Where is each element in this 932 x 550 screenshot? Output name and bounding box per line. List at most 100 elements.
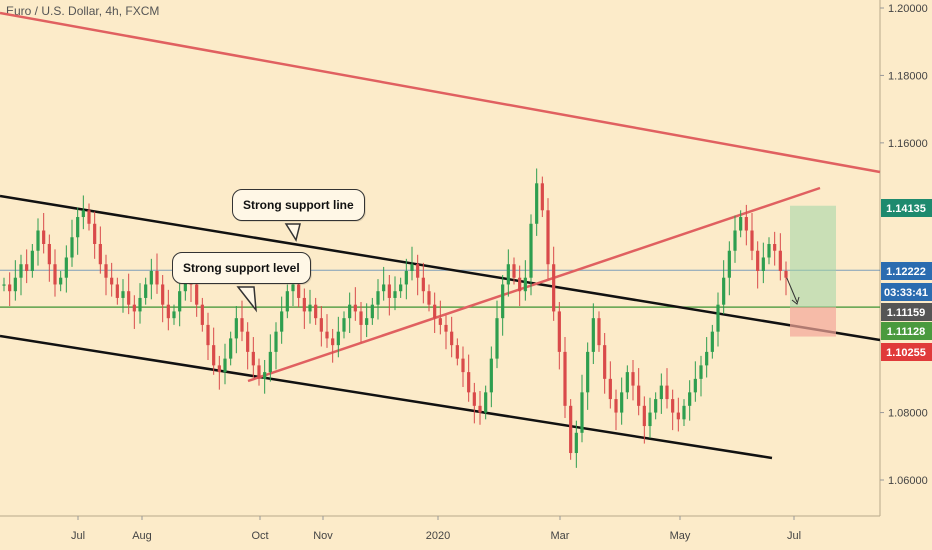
candle-body (353, 304, 357, 312)
candle-body (308, 304, 312, 312)
candle-body (365, 318, 369, 325)
candle-body (699, 365, 703, 379)
candle-body (268, 351, 272, 373)
candle-body (489, 358, 493, 393)
candle-body (246, 331, 250, 352)
candle-body (495, 318, 499, 359)
candle-body (484, 392, 488, 413)
candle-body (70, 237, 74, 258)
candle-body (172, 311, 176, 319)
candle-body (393, 291, 397, 298)
candle-body (206, 324, 210, 346)
candle-body (342, 318, 346, 332)
candle-body (761, 257, 765, 271)
x-tick-label: Aug (132, 530, 152, 542)
annotation-support-line: Strong support line (232, 189, 365, 221)
candle-body (297, 284, 301, 298)
candle-body (325, 331, 329, 339)
candle-body (461, 358, 465, 373)
candle-body (200, 304, 204, 325)
candle-body (229, 338, 233, 359)
candle-body (370, 304, 374, 319)
projection-arrow (785, 275, 798, 303)
x-tick-label: Oct (251, 530, 268, 542)
x-tick-label: Jul (71, 530, 85, 542)
candle-body (518, 277, 522, 292)
candle-body (36, 230, 40, 251)
candle-body (314, 304, 318, 319)
candle-body (76, 217, 80, 238)
candle-body (693, 378, 697, 393)
candle-body (257, 365, 261, 379)
y-tick-label: 1.16000 (888, 138, 928, 150)
channel-upper-line (0, 194, 881, 342)
candle-body (110, 277, 114, 285)
candle-body (387, 284, 391, 298)
candle-body (710, 331, 714, 352)
candle-body (93, 223, 97, 244)
candle-body (455, 345, 459, 359)
candle-body (223, 358, 227, 373)
x-tick-label: Jul (787, 530, 801, 542)
candle-body (637, 385, 641, 406)
y-tick-label: 1.20000 (888, 3, 928, 15)
candle-body (410, 264, 414, 271)
resistance-trendline (0, 11, 881, 174)
candle-body (642, 405, 646, 427)
price-tag-label: 03:33:41 (884, 287, 928, 299)
candle-body (654, 399, 658, 413)
candle-body (144, 284, 148, 298)
candle-body (574, 432, 578, 454)
chart-title: Euro / U.S. Dollar, 4h, FXCM (6, 4, 160, 18)
candle-body (53, 264, 57, 285)
candle-body (161, 284, 165, 305)
candle-body (359, 311, 363, 325)
x-tick-label: Mar (551, 530, 570, 542)
candle-body (744, 217, 748, 231)
candle-body (778, 250, 782, 271)
candle-body (608, 378, 612, 400)
candle-body (19, 264, 23, 278)
price-tag-label: 1.10255 (886, 347, 926, 359)
candle-body (433, 304, 437, 319)
candle-body (529, 223, 533, 278)
candle-body (569, 405, 573, 454)
candle-body (138, 297, 142, 312)
candle-body (81, 210, 85, 218)
candle-body (563, 351, 567, 406)
candle-body (557, 311, 561, 352)
projection-arrowhead (791, 296, 800, 305)
price-tag (881, 262, 932, 280)
candle-body (348, 304, 352, 319)
candle-body (722, 277, 726, 305)
candle-body (767, 244, 771, 258)
candle-body (98, 244, 102, 265)
candle-body (421, 277, 425, 292)
candle-body (336, 331, 340, 346)
candle-body (750, 230, 754, 251)
candle-body (274, 331, 278, 352)
x-tick-label: 2020 (426, 530, 450, 542)
candle-body (251, 351, 255, 366)
candle-body (416, 264, 420, 278)
candle-body (42, 230, 46, 244)
candle-body (552, 264, 556, 312)
candle-body (546, 210, 550, 265)
callout-pointer-line (284, 223, 301, 242)
candle-body (178, 291, 182, 312)
candle-body (716, 304, 720, 332)
candle-body (104, 264, 108, 278)
price-tag-label: 1.14135 (886, 203, 926, 215)
candle-body (285, 291, 289, 312)
candle-body (671, 399, 675, 413)
candle-body (756, 250, 760, 271)
candle-body (382, 284, 386, 292)
price-tag (881, 283, 932, 301)
callout-pointer-level (236, 286, 257, 313)
candle-body (64, 257, 68, 278)
candle-body (444, 324, 448, 332)
candle-body (676, 412, 680, 420)
y-tick-label: 1.06000 (888, 475, 928, 487)
